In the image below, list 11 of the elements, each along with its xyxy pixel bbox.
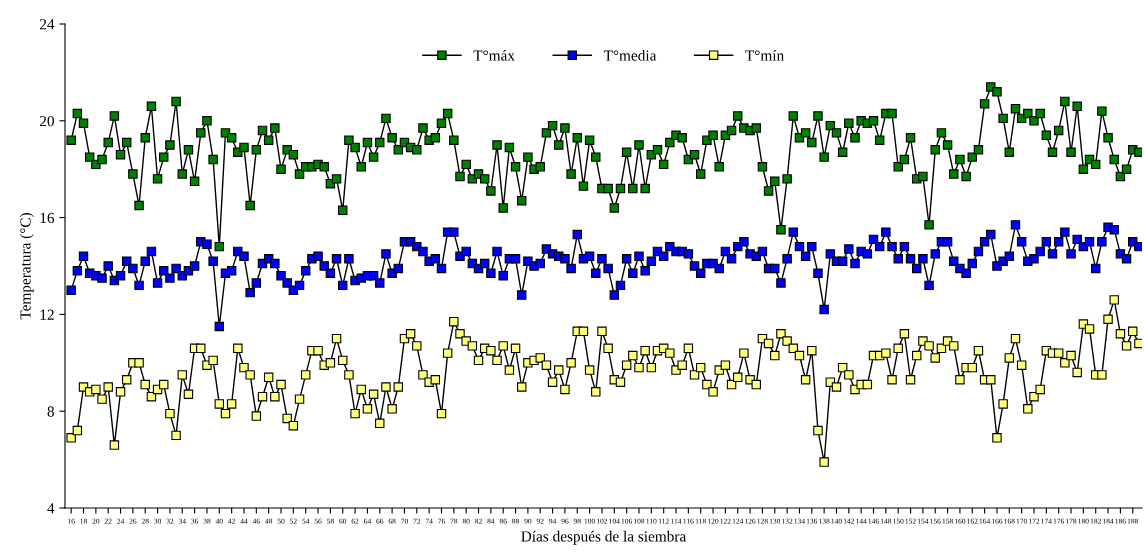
y-tick-label: 24 <box>39 19 55 30</box>
legend-label: T°media <box>603 49 657 61</box>
legend-label: T°mín <box>745 49 784 61</box>
x-axis-title: Días después de la siembra <box>521 530 687 545</box>
legend-label: T°máx <box>473 49 515 61</box>
y-tick-label: 20 <box>39 115 54 127</box>
y-axis-title: Temperatura (°C) <box>19 213 34 320</box>
y-tick-label: 8 <box>47 406 54 417</box>
y-tick-label: 16 <box>40 212 55 224</box>
y-tick-label: 12 <box>40 309 54 320</box>
y-tick-label: 4 <box>47 503 55 514</box>
